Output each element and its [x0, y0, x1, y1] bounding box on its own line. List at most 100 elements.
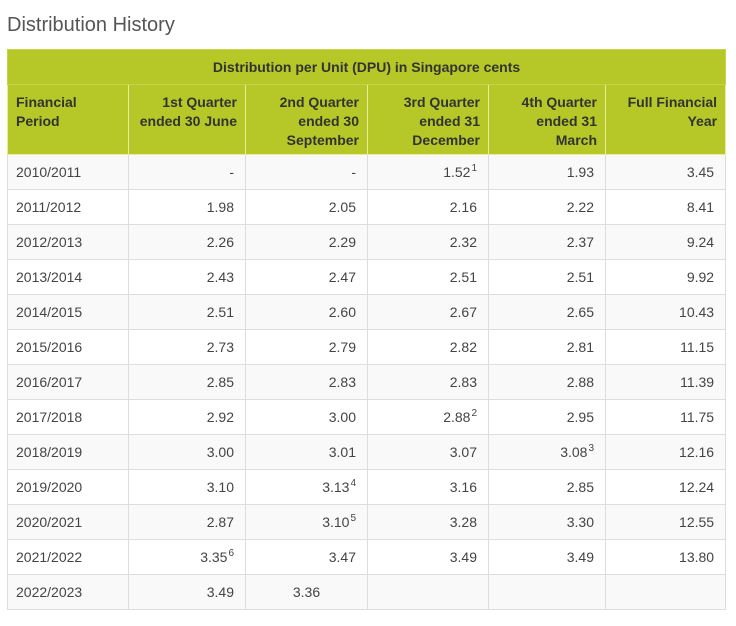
cell-period: 2019/2020 — [7, 469, 129, 505]
cell-period: 2010/2011 — [7, 154, 129, 190]
cell-q2: 2.29 — [245, 224, 368, 260]
cell-fy: 11.39 — [604, 364, 727, 400]
cell-q2: 3.00 — [245, 399, 368, 435]
cell-q2: 2.60 — [245, 294, 368, 330]
cell-period: 2016/2017 — [7, 364, 129, 400]
cell-period: 2013/2014 — [7, 259, 129, 295]
footnote-marker[interactable]: 6 — [228, 548, 234, 559]
cell-q2: 2.83 — [245, 364, 368, 400]
cell-q3: 2.16 — [367, 189, 489, 225]
cell-q3: 2.67 — [367, 294, 489, 330]
footnote-marker[interactable]: 4 — [350, 478, 356, 489]
cell-q4: 3.083 — [488, 434, 606, 470]
cell-q2: 3.01 — [245, 434, 368, 470]
cell-fy: 12.24 — [604, 469, 727, 505]
table-row: 2010/2011 - - 1.521 1.93 3.45 — [7, 154, 727, 190]
footnote-marker[interactable]: 2 — [471, 408, 477, 419]
table-body: 2010/2011 - - 1.521 1.93 3.45 2011/2012 … — [7, 154, 727, 610]
cell-q4: 2.37 — [488, 224, 606, 260]
cell-period: 2011/2012 — [7, 189, 129, 225]
cell-q3: 3.16 — [367, 469, 489, 505]
cell-q3: 1.521 — [367, 154, 489, 190]
cell-q1: 2.85 — [128, 364, 246, 400]
cell-q2: 2.79 — [245, 329, 368, 365]
cell-period: 2014/2015 — [7, 294, 129, 330]
table-row: 2018/2019 3.00 3.01 3.07 3.083 12.16 — [7, 434, 727, 470]
cell-q4: 2.85 — [488, 469, 606, 505]
cell-q3: 3.07 — [367, 434, 489, 470]
table-row: 2019/2020 3.10 3.134 3.16 2.85 12.24 — [7, 469, 727, 505]
cell-q1: 3.49 — [128, 574, 246, 610]
table-row: 2015/2016 2.73 2.79 2.82 2.81 11.15 — [7, 329, 727, 365]
cell-fy — [604, 574, 727, 610]
table-row: 2020/2021 2.87 3.105 3.28 3.30 12.55 — [7, 504, 727, 540]
cell-q2: 2.47 — [245, 259, 368, 295]
cell-q3: 2.83 — [367, 364, 489, 400]
cell-q2: 3.36 — [245, 574, 368, 610]
cell-q4: 2.51 — [488, 259, 606, 295]
cell-period: 2021/2022 — [7, 539, 129, 575]
cell-q1: 2.26 — [128, 224, 246, 260]
table-banner: Distribution per Unit (DPU) in Singapore… — [6, 49, 727, 85]
cell-fy: 9.24 — [604, 224, 727, 260]
header-full-year: Full Financial Year — [604, 84, 727, 155]
cell-q3: 2.32 — [367, 224, 489, 260]
cell-fy: 11.75 — [604, 399, 727, 435]
cell-q4: 2.95 — [488, 399, 606, 435]
header-q2: 2nd Quarter ended 30 September — [245, 84, 368, 155]
header-financial-period: Financial Period — [7, 84, 129, 155]
header-q1: 1st Quarter ended 30 June — [128, 84, 246, 155]
cell-q2: 3.47 — [245, 539, 368, 575]
cell-q1: 2.87 — [128, 504, 246, 540]
cell-q4: 3.49 — [488, 539, 606, 575]
cell-q1: 1.98 — [128, 189, 246, 225]
cell-period: 2012/2013 — [7, 224, 129, 260]
table-row: 2014/2015 2.51 2.60 2.67 2.65 10.43 — [7, 294, 727, 330]
cell-q3 — [367, 574, 489, 610]
table-row: 2017/2018 2.92 3.00 2.882 2.95 11.75 — [7, 399, 727, 435]
page-title: Distribution History — [7, 14, 175, 36]
cell-period: 2018/2019 — [7, 434, 129, 470]
cell-q1: 2.92 — [128, 399, 246, 435]
cell-q1: - — [128, 154, 246, 190]
cell-period: 2017/2018 — [7, 399, 129, 435]
cell-q4: 2.88 — [488, 364, 606, 400]
cell-q3: 3.28 — [367, 504, 489, 540]
cell-q1: 2.73 — [128, 329, 246, 365]
cell-q4: 3.30 — [488, 504, 606, 540]
distribution-table: Distribution per Unit (DPU) in Singapore… — [6, 49, 727, 610]
cell-q1: 2.43 — [128, 259, 246, 295]
cell-fy: 12.16 — [604, 434, 727, 470]
cell-fy: 13.80 — [604, 539, 727, 575]
cell-q2: - — [245, 154, 368, 190]
cell-q4: 1.93 — [488, 154, 606, 190]
cell-period: 2015/2016 — [7, 329, 129, 365]
cell-q1: 3.10 — [128, 469, 246, 505]
cell-period: 2022/2023 — [7, 574, 129, 610]
header-q4: 4th Quarter ended 31 March — [488, 84, 606, 155]
table-row: 2012/2013 2.26 2.29 2.32 2.37 9.24 — [7, 224, 727, 260]
table-row: 2013/2014 2.43 2.47 2.51 2.51 9.92 — [7, 259, 727, 295]
cell-period: 2020/2021 — [7, 504, 129, 540]
cell-q4: 2.22 — [488, 189, 606, 225]
cell-q2: 3.105 — [245, 504, 368, 540]
cell-q2: 2.05 — [245, 189, 368, 225]
table-row: 2011/2012 1.98 2.05 2.16 2.22 8.41 — [7, 189, 727, 225]
cell-q1: 3.356 — [128, 539, 246, 575]
table-row: 2021/2022 3.356 3.47 3.49 3.49 13.80 — [7, 539, 727, 575]
cell-q4: 2.65 — [488, 294, 606, 330]
header-q3: 3rd Quarter ended 31 December — [367, 84, 489, 155]
cell-q3: 2.51 — [367, 259, 489, 295]
cell-q4: 2.81 — [488, 329, 606, 365]
cell-q3: 3.49 — [367, 539, 489, 575]
cell-q1: 3.00 — [128, 434, 246, 470]
cell-q4 — [488, 574, 606, 610]
footnote-marker[interactable]: 5 — [350, 513, 356, 524]
footnote-marker[interactable]: 3 — [588, 443, 594, 454]
cell-fy: 12.55 — [604, 504, 727, 540]
cell-fy: 8.41 — [604, 189, 727, 225]
cell-fy: 3.45 — [604, 154, 727, 190]
cell-q2: 3.134 — [245, 469, 368, 505]
footnote-marker[interactable]: 1 — [471, 163, 477, 174]
cell-fy: 11.15 — [604, 329, 727, 365]
